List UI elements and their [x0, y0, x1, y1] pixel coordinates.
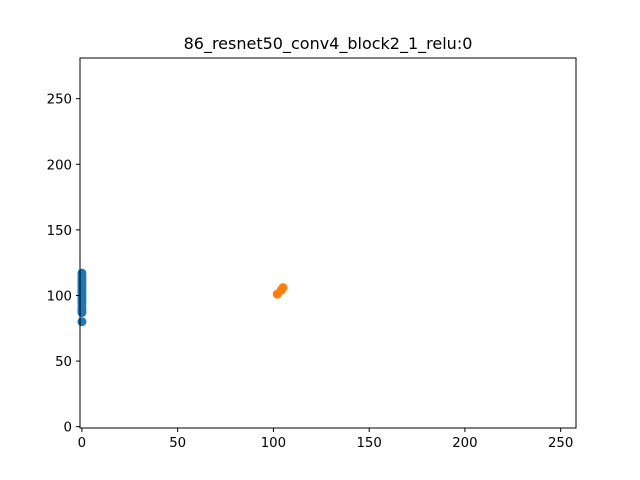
x-tick-label: 150 [356, 436, 381, 451]
x-tick-label: 200 [452, 436, 477, 451]
y-tick-label: 250 [47, 93, 72, 108]
x-tick-label: 250 [548, 436, 573, 451]
plot-frame [79, 57, 577, 429]
scatter-point-series-1 [77, 308, 87, 318]
y-tick-label: 0 [64, 421, 72, 436]
y-tick-label: 150 [47, 224, 72, 239]
scatter-point-series-1 [77, 317, 87, 327]
scatter-point-series-2 [278, 283, 288, 293]
x-tick-label: 0 [78, 436, 86, 451]
y-tick-label: 50 [55, 355, 72, 370]
y-tick-label: 100 [47, 289, 72, 304]
x-tick-label: 100 [261, 436, 286, 451]
ticks-layer: 0 50 100 150 200 250 0 50 100 150 200 250 [47, 93, 574, 451]
x-tick-label: 50 [169, 436, 186, 451]
chart-title: 86_resnet50_conv4_block2_1_relu:0 [184, 34, 473, 54]
y-tick-label: 200 [47, 158, 72, 173]
